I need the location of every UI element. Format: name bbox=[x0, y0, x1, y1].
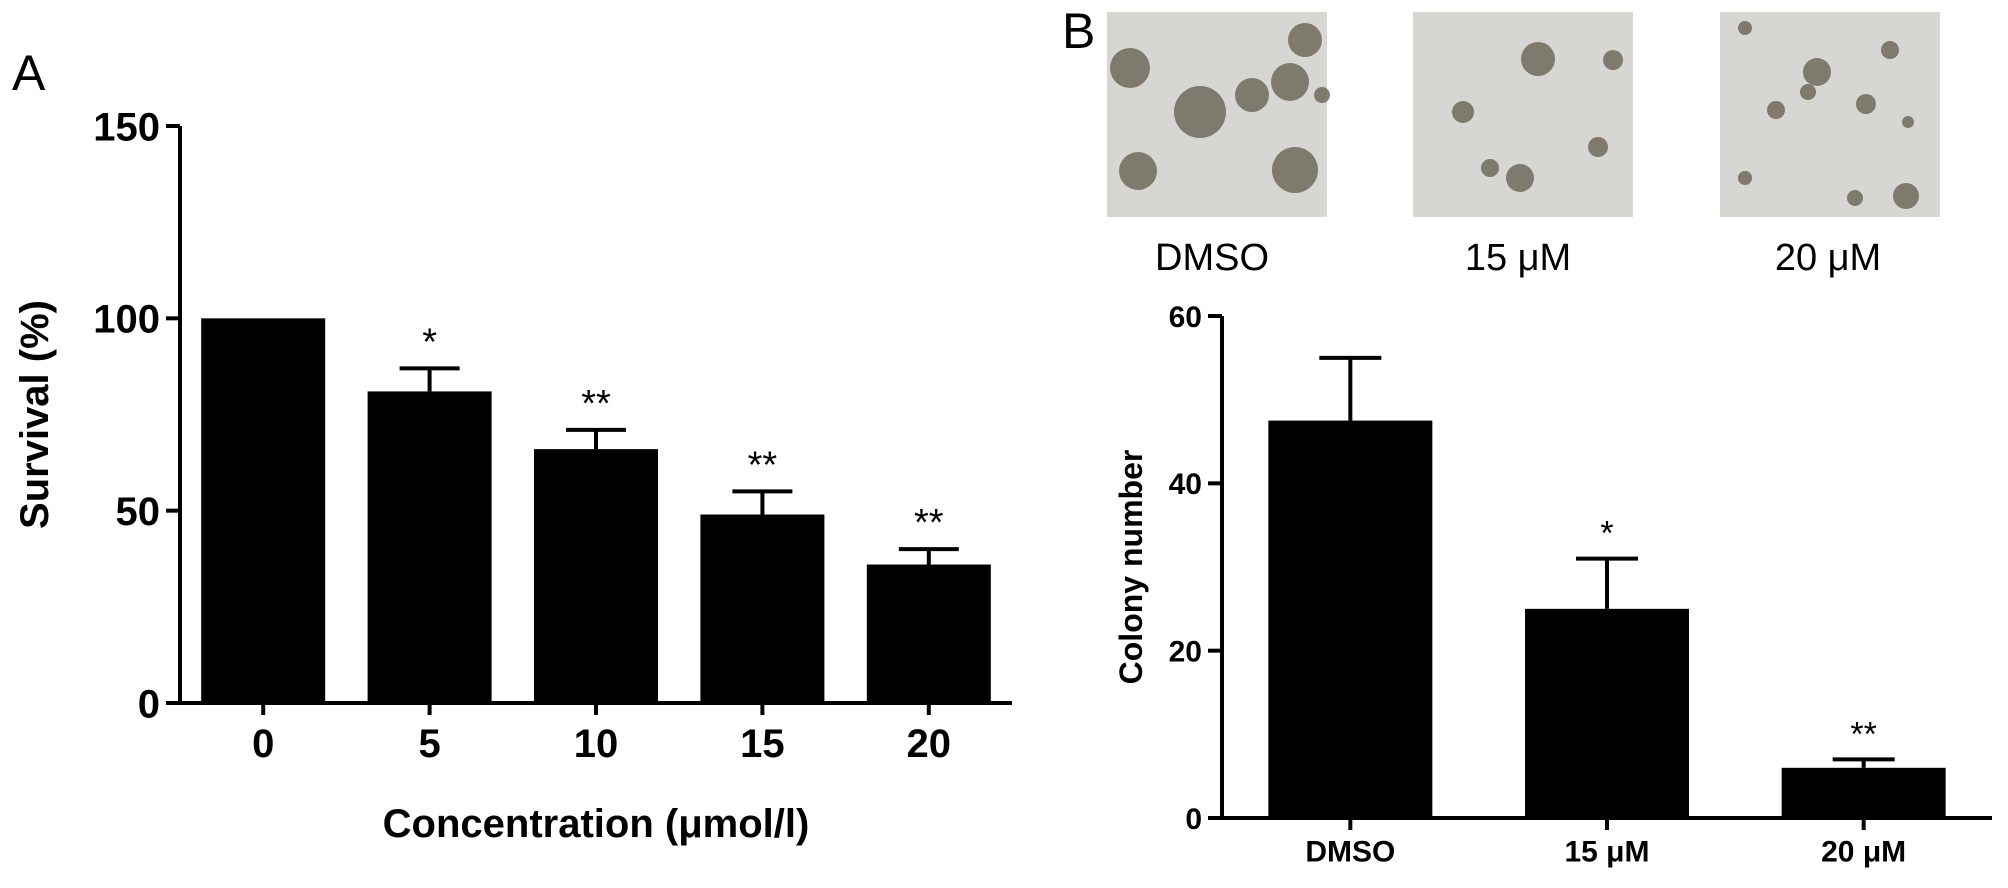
survival-chart-significance-1: * bbox=[422, 321, 437, 363]
colony-chart-x-tick-label-2: 20 μM bbox=[1821, 836, 1906, 869]
colony-chart-y-tick-label-2: 40 bbox=[1169, 468, 1202, 501]
survival-chart-x-tick-label-2: 10 bbox=[574, 722, 619, 766]
micrograph-15um-colonies bbox=[1452, 42, 1623, 192]
survival-chart-x-axis-label: Concentration (μmol/l) bbox=[383, 802, 810, 846]
micrograph-20um-frame bbox=[1720, 12, 1940, 217]
survival-chart-y-tick-label-0: 0 bbox=[138, 682, 160, 726]
survival-chart-y-tick-label-2: 100 bbox=[93, 298, 160, 342]
survival-chart-x-tick-label-0: 0 bbox=[252, 722, 274, 766]
colony-chart: 0 20 40 60 DMSO 15 μM * 20 μM ** Colony number bbox=[1113, 301, 1992, 869]
survival-chart-bar-4 bbox=[866, 564, 991, 703]
survival-chart-y-tick-label-3: 150 bbox=[93, 105, 160, 149]
micrograph-15um-caption: 15 μM bbox=[1465, 237, 1571, 279]
colony-chart-bar-0 bbox=[1268, 420, 1433, 818]
colony-chart-y-tick-label-3: 60 bbox=[1169, 301, 1202, 334]
colony-chart-bar-1 bbox=[1525, 608, 1689, 818]
colony-chart-y-tick-label-1: 20 bbox=[1169, 635, 1202, 668]
survival-chart-x-tick-label-1: 5 bbox=[418, 722, 440, 766]
micrograph-dmso: DMSO bbox=[1107, 12, 1330, 279]
micrograph-20um-colonies bbox=[1738, 21, 1919, 209]
micrograph-20um: 20 μM bbox=[1720, 12, 1940, 279]
survival-chart-y-axis-label: Survival (%) bbox=[13, 300, 57, 529]
colony-chart-y-tick-label-0: 0 bbox=[1185, 803, 1202, 836]
micrograph-20um-caption: 20 μM bbox=[1775, 237, 1881, 279]
panel-a-label: A bbox=[12, 45, 46, 101]
colony-chart-x-tick-label-0: DMSO bbox=[1305, 836, 1395, 869]
survival-chart-x-tick-label-4: 20 bbox=[907, 722, 952, 766]
colony-chart-y-axis-label: Colony number bbox=[1113, 450, 1149, 685]
micrograph-15um: 15 μM bbox=[1413, 12, 1633, 279]
micrograph-dmso-caption: DMSO bbox=[1155, 237, 1269, 279]
survival-chart-bar-0 bbox=[201, 318, 326, 703]
survival-chart-y-tick-label-1: 50 bbox=[116, 490, 161, 534]
survival-chart: 0 50 100 150 0 5 * 10 ** 15 ** 20 ** Survival (%) Conc… bbox=[13, 105, 1012, 846]
survival-chart-bar-3 bbox=[700, 514, 825, 703]
panel-b-label: B bbox=[1062, 3, 1095, 59]
micrograph-dmso-colonies bbox=[1110, 23, 1330, 193]
colony-chart-significance-1: * bbox=[1600, 515, 1613, 553]
colony-chart-x-tick-label-1: 15 μM bbox=[1564, 836, 1649, 869]
micrograph-row: DMSO 15 μM 20 μM bbox=[1107, 12, 1940, 279]
survival-chart-x-tick-label-3: 15 bbox=[740, 722, 785, 766]
survival-chart-bar-1 bbox=[367, 391, 492, 703]
colony-chart-bar-2 bbox=[1781, 767, 1946, 818]
survival-chart-significance-3: ** bbox=[748, 444, 778, 486]
survival-chart-significance-4: ** bbox=[914, 502, 944, 544]
colony-chart-significance-2: ** bbox=[1850, 715, 1876, 753]
survival-chart-bar-2 bbox=[534, 449, 658, 703]
survival-chart-significance-2: ** bbox=[581, 383, 611, 425]
